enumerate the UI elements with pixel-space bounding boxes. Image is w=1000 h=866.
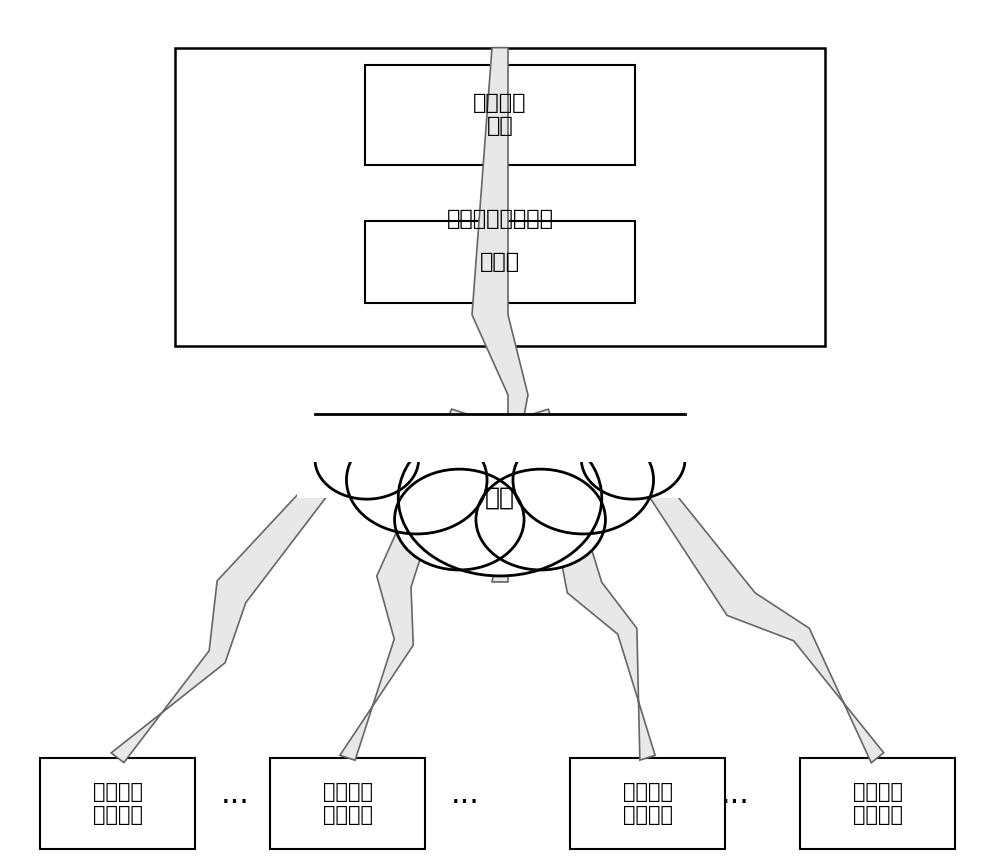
Bar <box>365 65 635 165</box>
Ellipse shape <box>315 420 419 499</box>
Text: ···: ··· <box>451 789 479 818</box>
Bar <box>296 414 704 462</box>
Polygon shape <box>472 48 528 582</box>
Polygon shape <box>340 409 467 760</box>
Bar <box>365 221 635 303</box>
Text: 数据应用
单元: 数据应用 单元 <box>473 94 527 136</box>
Ellipse shape <box>398 420 602 576</box>
Text: ···: ··· <box>221 789 249 818</box>
Text: 数据采集
存储装置: 数据采集 存储装置 <box>322 782 372 824</box>
Bar <box>270 758 425 849</box>
Bar <box>570 758 725 849</box>
Ellipse shape <box>346 426 487 534</box>
Polygon shape <box>614 433 884 763</box>
Text: 数据库: 数据库 <box>480 252 520 272</box>
Ellipse shape <box>395 469 524 570</box>
Ellipse shape <box>513 426 654 534</box>
Polygon shape <box>111 433 368 763</box>
Bar <box>296 414 704 498</box>
Bar <box>800 758 955 849</box>
Text: 数据采集
存储装置: 数据采集 存储装置 <box>622 782 672 824</box>
Bar <box>40 758 195 849</box>
Text: 数据分析预警装置: 数据分析预警装置 <box>446 210 554 229</box>
Text: 数据采集
存储装置: 数据采集 存储装置 <box>852 782 902 824</box>
Text: ···: ··· <box>721 789 749 818</box>
Polygon shape <box>533 410 655 760</box>
Text: 数据采集
存储装置: 数据采集 存储装置 <box>92 782 143 824</box>
Text: 网络: 网络 <box>485 486 515 510</box>
Ellipse shape <box>581 420 685 499</box>
Bar <box>175 48 825 346</box>
Ellipse shape <box>476 469 605 570</box>
